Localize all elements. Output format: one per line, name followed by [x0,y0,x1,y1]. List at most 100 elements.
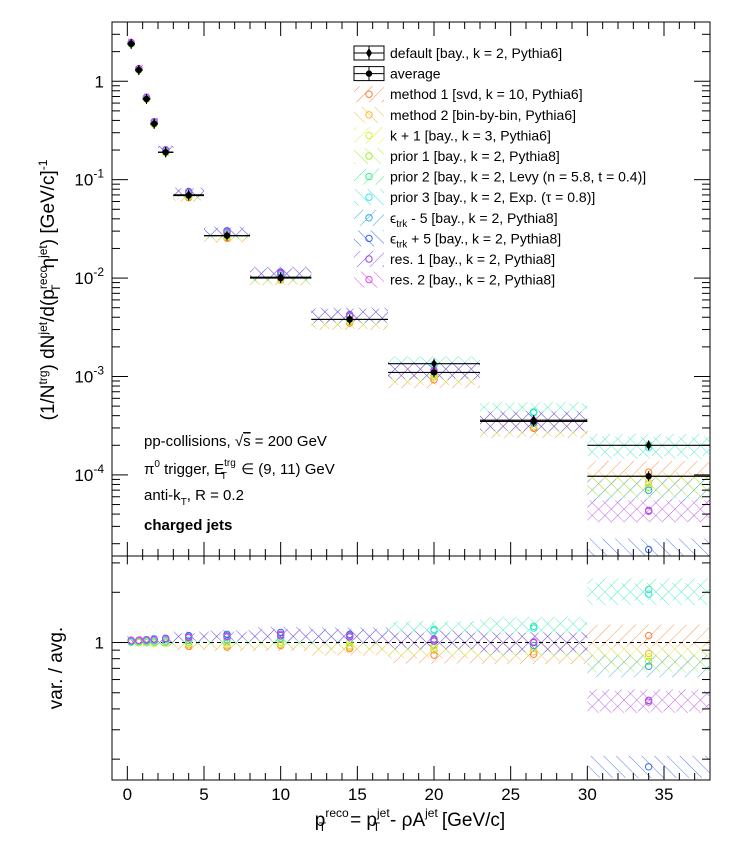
legend-marker-0 [366,48,372,58]
bottom-marker-v5-bin5 [184,636,193,645]
bottom-marker-v9-bin6 [223,632,231,640]
bottom-band-v9-bin9 [388,631,480,648]
top-y-tick-label-4: 10-4 [74,462,104,485]
legend-marker-11 [365,275,373,284]
top-marker-v2-bin11 [644,480,653,489]
legend-entry-6: prior 2 [bay., k = 2, Levy (n = 5.8, t =… [354,168,646,185]
x-tick-label-10: 10 [271,785,290,804]
x-tick-label-30: 30 [578,785,597,804]
legend-entry-1: average [353,66,441,82]
average-marker-bin2 [143,95,150,103]
bottom-axis-ticks [112,556,711,780]
legend-entry-4: k + 1 [bay., k = 3, Pythia6] [354,127,551,144]
bottom-marker-v9-bin3 [150,635,158,644]
default-marker-bin11 [645,440,652,450]
bottom-marker-v9-bin9 [430,635,438,644]
legend-entry-0: default [bay., k = 2, Pythia6] [353,45,562,61]
bottom-marker-v5-bin9 [430,626,438,635]
average-marker-bin4 [162,149,169,156]
legend-label-7: prior 3 [bay., k = 2, Exp. (τ = 0.8)] [390,189,595,205]
top-marker-v9-bin11 [644,507,653,516]
legend-marker-5 [365,152,373,160]
annotation-algorithm: anti-kT, R = 0.2 [144,487,244,508]
bottom-marker-v2-bin8 [345,641,354,650]
bottom-band-v9-bin0 [127,636,135,645]
default-marker-bin9 [431,359,437,369]
legend-entry-7: prior 3 [bay., k = 2, Exp. (τ = 0.8)] [354,189,595,206]
average-marker-bin9 [430,369,438,376]
top-axis-ticks [112,21,711,556]
legend-swatch-9 [354,230,384,247]
bottom-marker-v9-bin5 [184,633,193,641]
bottom-marker-v3-bin11 [644,657,653,666]
bottom-marker-v2-bin6 [223,641,231,649]
bottom-marker-v5-bin10 [529,624,538,632]
legend-label-2: method 1 [svd, k = 10, Pythia6] [390,86,583,102]
average-marker-bin1 [135,66,143,74]
legend-swatch-7 [354,189,384,206]
bottom-marker-v0-bin11 [644,631,653,640]
bottom-variation-bands [127,578,710,778]
x-tick-label-5: 5 [199,785,208,804]
legend-entry-8: ϵtrk - 5 [bay., k = 2, Pythia8] [354,209,558,230]
legend-entry-10: res. 1 [bay., k = 2, Pythia8] [354,251,555,267]
bottom-marker-v9-bin7 [276,630,285,639]
legend-entry-9: ϵtrk + 5 [bay., k = 2, Pythia8] [354,230,561,250]
bottom-band-v0-bin11 [587,624,710,647]
legend-marker-2 [365,90,373,98]
legend-label-10: res. 1 [bay., k = 2, Pythia8] [390,251,555,267]
bottom-marker-v1-bin9 [430,646,438,654]
x-tick-label-25: 25 [501,785,520,804]
bottom-marker-v2-bin11 [644,653,653,661]
average-marker-bin8 [346,316,353,323]
legend-marker-6 [365,172,373,181]
bottom-marker-v5-bin4 [161,637,170,645]
bottom-y-tick-label-0: 1 [95,634,104,653]
legend-swatch-6 [354,168,384,185]
bottom-marker-v6-bin11 [644,662,653,671]
bottom-y-axis-title: var. / avg. [46,627,67,709]
legend-entry-3: method 2 [bin-by-bin, Pythia6] [354,106,576,123]
legend-entry-11: res. 2 [bay., k = 2, Pythia8] [354,271,555,288]
bottom-marker-v5-bin11 [644,590,653,598]
bottom-marker-v9-bin4 [161,635,170,643]
bottom-marker-v3-bin7 [276,638,285,647]
legend-swatch-11 [354,271,384,288]
average-marker-bin10 [530,418,537,425]
bottom-ratio-points [127,585,653,771]
ratio-panel: 1 0 5 10 15 20 25 30 35 var. / avg. preco T = pje… [46,555,711,834]
top-y-tick-label-3: 10-3 [74,363,104,386]
average-marker-bin11 [645,473,652,480]
average-marker-bin6 [223,232,231,239]
legend-swatch-3 [354,106,384,123]
legend: default [bay., k = 2, Pythia6] average met… [353,45,646,288]
average-marker-bin0 [127,40,135,48]
legend-label-6: prior 2 [bay., k = 2, Levy (n = 5.8, t =… [390,169,646,185]
top-band-v9-bin11 [587,500,710,523]
legend-label-0: default [bay., k = 2, Pythia6] [390,45,562,61]
bottom-marker-v7-bin6 [223,630,231,639]
annotation-charged-jets: charged jets [144,517,232,534]
bottom-y-tick-labels: 1 [95,634,104,653]
legend-label-8: ϵtrk - 5 [bay., k = 2, Pythia8] [390,210,558,230]
bottom-band-v7-bin11 [587,755,710,778]
bottom-marker-v9-bin1 [135,636,143,645]
x-tick-label-20: 20 [425,785,444,804]
legend-marker-4 [365,131,373,140]
legend-marker-10 [365,255,373,263]
bottom-marker-v9-bin2 [142,635,151,644]
x-axis-title: preco T = pjet T - ρAjet [GeV/c] [315,806,505,834]
bottom-marker-v7-bin7 [276,628,285,637]
annotation-block: pp-collisions, √s = 200 GeV π0 trigger, … [144,433,335,534]
bottom-band-v6-bin11 [587,655,710,678]
top-y-tick-label-0: 1 [95,72,104,91]
top-y-tick-labels: 1 10-1 10-2 10-3 10-4 [74,72,104,485]
bottom-band-v9-bin7 [250,628,312,640]
legend-marker-1 [365,70,373,77]
bottom-marker-v3-bin8 [345,638,354,647]
x-tick-label-0: 0 [123,785,132,804]
average-marker-bin3 [150,120,158,127]
top-y-tick-label-1: 10-1 [74,167,104,190]
top-data-points [127,38,710,554]
